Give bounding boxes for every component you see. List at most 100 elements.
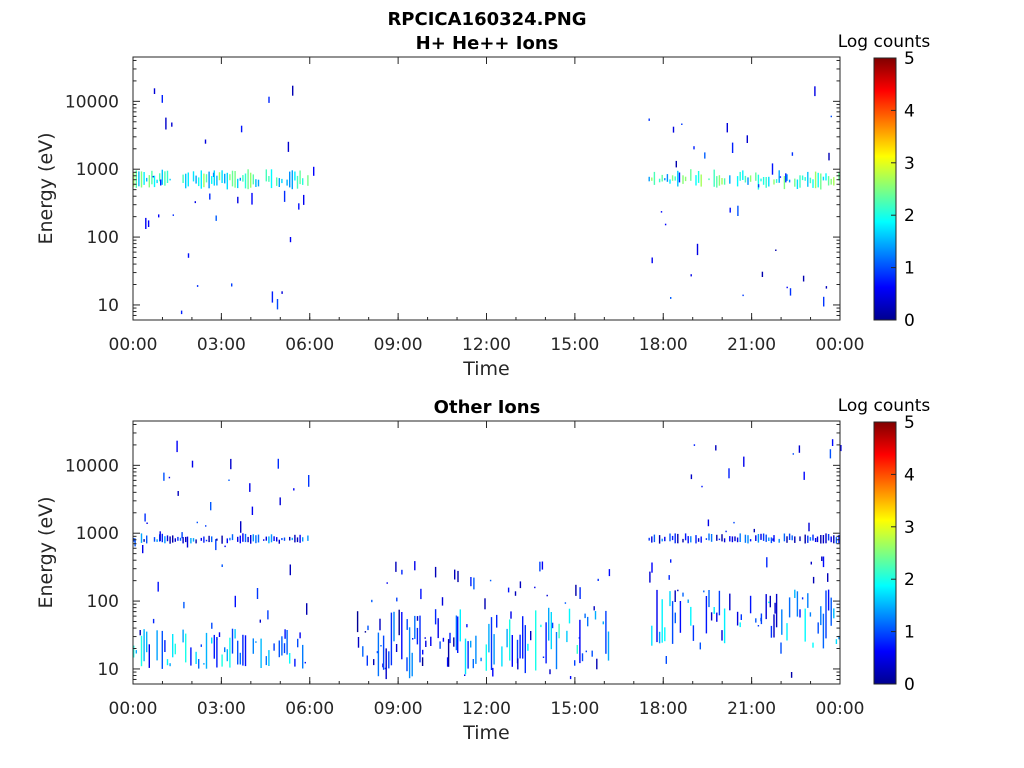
data-cell [226,649,228,662]
data-cell [260,638,262,668]
data-cell [812,642,814,648]
data-cell [229,174,231,181]
data-cell [257,534,260,543]
data-cell [416,627,419,645]
data-cell [377,632,380,677]
data-cell [607,631,610,661]
data-cell [796,591,799,617]
data-cell [830,178,832,185]
data-cell [230,458,232,470]
data-cell [802,275,805,282]
data-cell [140,635,143,667]
data-cell [705,596,708,634]
data-cell [384,667,387,670]
data-cell [771,163,774,175]
data-cell [159,531,161,541]
data-cell [716,534,718,541]
data-cell [294,171,296,181]
data-cell [140,171,143,188]
data-cell [546,594,548,597]
data-cell [200,537,202,541]
data-cell [457,570,459,583]
data-cell [205,632,208,669]
y-tick-label: 10000 [65,92,119,112]
data-cell [168,476,171,479]
data-cell [158,214,160,218]
data-cell [651,625,653,646]
data-cell [788,533,791,540]
data-cell [299,534,301,543]
data-cell [171,122,173,127]
data-cell [807,593,809,608]
data-cell [651,536,653,543]
data-cell [215,215,217,221]
data-cell [762,177,765,185]
data-cell [568,608,571,624]
x-tick-label: 18:00 [639,335,688,355]
colorbar: Log counts 0 1 2 3 4 5 [838,32,931,331]
data-cell [749,175,752,182]
data-cell [148,644,150,668]
data-cell [185,536,187,543]
data-cell [396,597,398,602]
data-cell [195,175,197,184]
data-cell [385,648,387,680]
data-cell [362,646,364,657]
data-cell [814,171,817,189]
data-cell [781,609,783,635]
data-cell [660,211,663,213]
data-cell [822,613,825,649]
data-cell [291,537,293,541]
data-cell [228,479,230,481]
data-cell [510,611,512,619]
panel-title: H+ He++ Ions [416,33,559,54]
data-cell [548,607,550,641]
data-cell [251,192,253,205]
data-cell [307,535,309,541]
data-cell [729,593,731,611]
data-cell [382,635,385,670]
data-cell [161,533,163,543]
data-cell [200,170,202,189]
data-cell [729,175,731,184]
data-cell [493,634,495,665]
data-cell [298,203,300,210]
data-cell [796,179,799,189]
data-cell [651,562,653,573]
data-cell [250,535,252,544]
colorbar-tick-label: 3 [904,518,915,538]
data-cell [761,271,764,277]
data-cell [516,639,519,664]
data-cell [808,522,810,532]
data-cell [682,592,684,597]
data-cell [244,635,247,667]
data-cell [169,663,171,667]
data-cell [593,606,595,611]
data-cell [760,613,763,625]
data-cell [490,617,493,670]
data-cell [196,285,199,287]
data-cell [697,538,700,542]
data-cell [786,286,788,289]
data-cell [281,291,283,294]
data-cell [671,535,674,541]
data-cell [820,535,822,544]
data-cell [286,630,288,655]
data-cell [455,615,458,651]
data-cell [271,291,274,303]
data-cell [558,623,560,639]
data-cell [501,646,503,667]
data-cell [480,657,482,662]
data-cell [166,170,169,183]
data-cell [239,177,241,181]
data-cell [671,175,674,181]
data-cell [203,173,205,188]
panel-title: Other Ions [434,397,541,418]
data-cell [181,532,183,539]
data-cell [145,217,147,229]
data-cell [658,535,661,544]
data-cell [817,172,819,188]
data-cell [297,638,299,648]
data-cell [208,535,210,543]
data-cell [773,535,775,542]
